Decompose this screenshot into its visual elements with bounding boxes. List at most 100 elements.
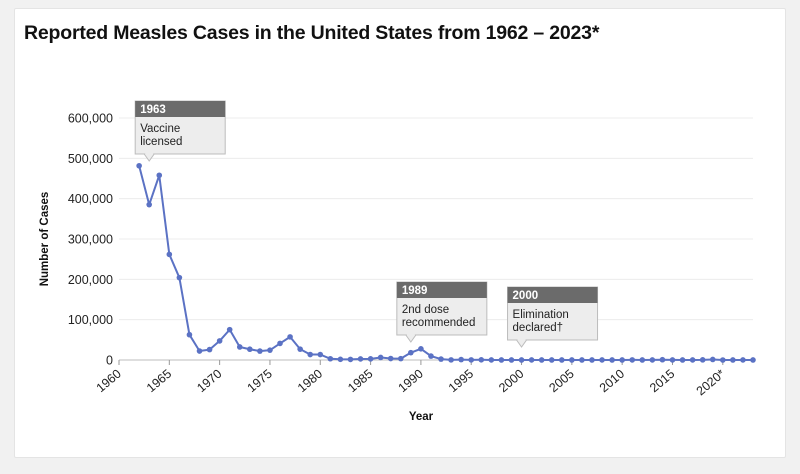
data-point [599, 357, 605, 363]
callout-text: licensed [140, 136, 182, 148]
x-tick-label: 1990 [396, 367, 426, 396]
data-point [277, 340, 283, 347]
data-point [488, 357, 495, 363]
data-point [267, 347, 273, 353]
data-point [548, 357, 555, 363]
data-point [136, 162, 142, 169]
data-point [538, 357, 545, 363]
chart-title: Reported Measles Cases in the United Sta… [24, 22, 600, 44]
callout-pointer [143, 153, 156, 162]
data-point [327, 355, 334, 362]
x-tick-label: 1970 [194, 367, 224, 396]
data-point [448, 357, 454, 363]
data-point [669, 357, 676, 363]
callout-text: 2nd dose [402, 304, 449, 316]
data-point [347, 356, 354, 363]
data-point [257, 348, 263, 354]
y-axis-title: Number of Cases [39, 192, 51, 287]
y-tick-label: 0 [106, 354, 113, 368]
data-point [558, 357, 565, 363]
callout-pointer [404, 334, 417, 343]
data-point [236, 344, 243, 350]
x-tick-label: 1975 [245, 367, 275, 396]
data-point [387, 355, 394, 362]
callout-text: declared† [513, 322, 564, 334]
data-point [156, 172, 163, 179]
data-point [709, 356, 716, 363]
data-point [528, 357, 535, 363]
data-point [639, 357, 646, 363]
callout-header [135, 101, 226, 117]
data-point [478, 356, 485, 363]
callout-header [507, 287, 598, 303]
data-point [689, 357, 696, 363]
data-point [377, 354, 384, 361]
callout-header [396, 282, 487, 298]
data-point [569, 357, 575, 363]
data-point [629, 357, 636, 363]
chart-card [14, 8, 786, 458]
data-point [337, 356, 344, 363]
data-point [619, 357, 625, 363]
callout-year: 1989 [402, 285, 428, 297]
data-point [397, 355, 404, 362]
data-point [609, 357, 615, 363]
data-point [247, 346, 253, 353]
x-tick-label: 1995 [446, 367, 476, 396]
data-point [720, 357, 726, 363]
data-point [518, 357, 525, 363]
y-tick-label: 600,000 [68, 112, 113, 126]
data-point [740, 357, 746, 363]
x-tick-label: 1965 [144, 367, 174, 396]
data-point [659, 356, 666, 363]
data-point [408, 349, 414, 356]
x-tick-label: 2000 [496, 367, 526, 396]
x-axis-title: Year [409, 411, 434, 423]
data-point [307, 351, 314, 358]
data-point [679, 357, 686, 363]
data-point [579, 357, 585, 363]
data-point [438, 356, 444, 362]
data-point [418, 345, 424, 352]
data-point [297, 346, 303, 352]
x-tick-label: 2005 [546, 367, 576, 396]
data-point [699, 357, 706, 363]
y-tick-label: 300,000 [68, 233, 113, 247]
callout-pointer [515, 339, 528, 348]
data-point [226, 326, 233, 333]
data-point [649, 357, 656, 363]
callout-year: 1963 [140, 104, 166, 116]
callout-year: 2000 [513, 290, 539, 302]
data-point [216, 338, 223, 344]
callout-text: recommended [402, 317, 476, 329]
data-point [166, 251, 173, 258]
y-tick-label: 200,000 [68, 273, 113, 287]
data-point [287, 334, 293, 340]
data-point [186, 331, 193, 338]
data-point [730, 357, 736, 363]
x-tick-label: 2020* [694, 366, 728, 398]
data-point [367, 356, 374, 362]
y-tick-label: 100,000 [68, 313, 113, 327]
x-tick-label: 1985 [345, 367, 375, 396]
data-point [146, 201, 152, 208]
callout-text: Vaccine [140, 123, 180, 135]
data-point [750, 357, 756, 363]
gridlines [119, 117, 753, 361]
data-point [176, 274, 183, 281]
data-point [468, 357, 475, 363]
x-tick-label: 2010 [597, 367, 627, 396]
x-tick-label: 1960 [94, 367, 124, 396]
data-point [458, 356, 464, 363]
x-tick-label: 1980 [295, 367, 325, 396]
data-point [508, 357, 515, 363]
data-point [196, 348, 203, 354]
data-point [206, 346, 213, 353]
y-tick-label: 400,000 [68, 192, 113, 206]
data-point [498, 357, 505, 363]
